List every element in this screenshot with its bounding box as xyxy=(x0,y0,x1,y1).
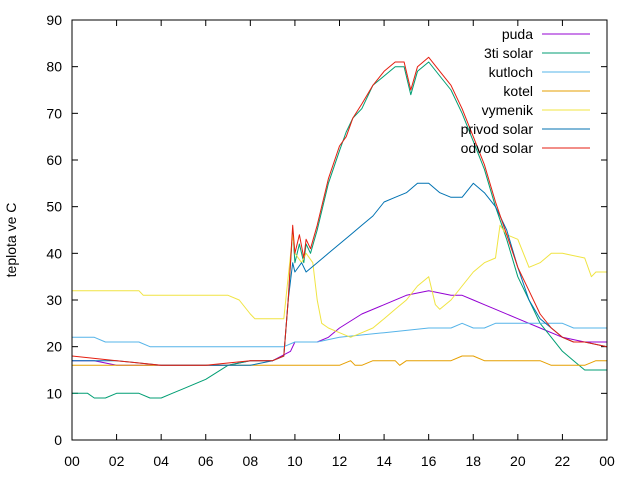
y-tick-label: 90 xyxy=(46,12,62,28)
y-tick-label: 20 xyxy=(46,339,62,355)
x-tick-label: 04 xyxy=(153,453,169,469)
legend-label: privod solar xyxy=(461,121,534,137)
x-tick-label: 22 xyxy=(555,453,571,469)
legend-label: 3ti solar xyxy=(484,45,533,61)
y-axis-label: teplota ve C xyxy=(3,203,19,278)
series-line-puda xyxy=(72,290,607,366)
ticks-layer: 0 10 20 30 40 50 60 70 80 90 00 02 04 06 08 10 12 14 16 18 2… xyxy=(46,12,615,469)
series-line-vymenik xyxy=(72,224,607,338)
y-tick-label: 40 xyxy=(46,245,62,261)
x-tick-label: 06 xyxy=(198,453,214,469)
series-layer xyxy=(71,56,608,399)
x-tick-label: 00 xyxy=(64,453,80,469)
x-tick-label: 16 xyxy=(421,453,437,469)
legend-label: kotel xyxy=(503,83,533,99)
legend-label: odvod solar xyxy=(461,140,534,156)
x-tick-label: 18 xyxy=(465,453,481,469)
legend-label: vymenik xyxy=(482,102,534,118)
plot-frame xyxy=(71,19,608,441)
x-tick-label: 08 xyxy=(243,453,259,469)
x-tick-label: 02 xyxy=(109,453,125,469)
y-tick-label: 60 xyxy=(46,152,62,168)
y-tick-label: 80 xyxy=(46,59,62,75)
y-tick-label: 30 xyxy=(46,292,62,308)
x-tick-label: 14 xyxy=(376,453,392,469)
x-tick-label: 00 xyxy=(599,453,615,469)
legend: puda 3ti solar kutloch kotel vymenik privod s… xyxy=(461,26,590,156)
x-tick-label: 10 xyxy=(287,453,303,469)
y-tick-label: 70 xyxy=(46,105,62,121)
x-tick-label: 20 xyxy=(510,453,526,469)
y-tick-label: 0 xyxy=(54,432,62,448)
y-tick-label: 50 xyxy=(46,199,62,215)
series-line-kutloch xyxy=(72,322,607,348)
legend-label: kutloch xyxy=(489,64,533,80)
series-line-privod-solar xyxy=(72,182,608,366)
legend-label: puda xyxy=(502,26,533,42)
series-line-kotel xyxy=(72,355,607,366)
x-tick-label: 12 xyxy=(332,453,348,469)
y-tick-label: 10 xyxy=(46,385,62,401)
series-line-odvod-solar xyxy=(71,56,608,366)
